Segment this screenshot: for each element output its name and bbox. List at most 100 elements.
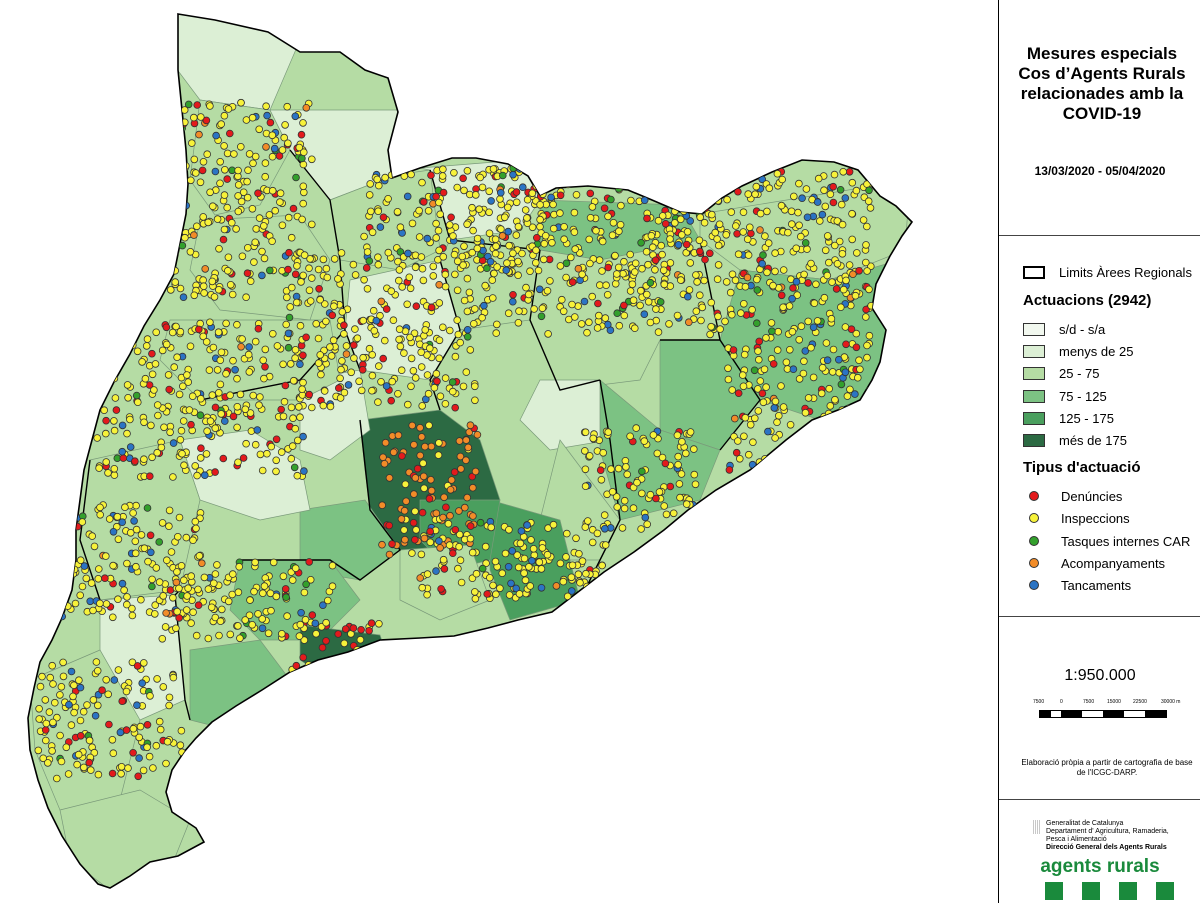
- action-point: [824, 258, 833, 267]
- action-point: [379, 354, 388, 363]
- action-point: [586, 259, 594, 268]
- action-point: [503, 203, 512, 212]
- action-point: [478, 183, 487, 192]
- action-point: [836, 303, 845, 312]
- action-point: [715, 220, 724, 229]
- action-point: [543, 550, 552, 559]
- action-point: [63, 541, 71, 550]
- action-point: [601, 541, 610, 549]
- scale-label: 0: [1060, 699, 1063, 705]
- action-point: [686, 259, 695, 267]
- action-point: [441, 282, 450, 291]
- action-point: [407, 354, 416, 363]
- action-point: [427, 442, 436, 451]
- action-point: [485, 208, 493, 217]
- action-point: [296, 321, 305, 330]
- action-point: [804, 394, 813, 402]
- action-point: [389, 316, 398, 325]
- action-point: [70, 708, 78, 717]
- action-point: [666, 183, 675, 192]
- action-point: [714, 241, 723, 250]
- action-point: [175, 390, 184, 399]
- action-point: [593, 529, 602, 538]
- action-point: [512, 188, 521, 196]
- action-point: [223, 175, 232, 183]
- action-point: [94, 574, 103, 583]
- action-point: [593, 324, 602, 332]
- action-point: [486, 257, 495, 266]
- action-point: [657, 188, 666, 196]
- action-point: [620, 257, 628, 266]
- action-point: [570, 208, 579, 217]
- action-point: [45, 708, 54, 716]
- action-point: [789, 365, 798, 374]
- action-point: [123, 559, 131, 568]
- action-point: [198, 166, 207, 175]
- action-point: [855, 266, 863, 275]
- action-point: [63, 518, 71, 526]
- action-point: [182, 162, 190, 170]
- action-point: [368, 228, 377, 237]
- type-dot: [1029, 558, 1039, 568]
- action-point: [855, 356, 863, 365]
- action-point: [105, 368, 114, 377]
- action-point: [492, 320, 501, 329]
- class-swatch: [1023, 411, 1045, 425]
- action-point: [653, 449, 662, 458]
- action-point: [786, 420, 795, 429]
- action-point: [552, 582, 561, 590]
- action-point: [286, 360, 295, 368]
- action-point: [171, 266, 180, 275]
- action-point: [537, 565, 546, 573]
- action-point: [197, 394, 205, 403]
- action-point: [206, 318, 214, 327]
- action-point: [588, 292, 596, 301]
- action-point: [147, 548, 155, 557]
- action-point: [96, 510, 104, 519]
- action-point: [676, 215, 685, 224]
- action-point: [125, 341, 133, 349]
- action-point: [521, 206, 530, 214]
- action-point: [132, 391, 141, 400]
- action-point: [314, 359, 323, 367]
- action-point: [865, 410, 873, 418]
- action-point: [648, 243, 657, 252]
- action-point: [234, 166, 242, 175]
- action-point: [157, 443, 166, 452]
- action-point: [102, 552, 110, 560]
- action-point: [468, 248, 477, 257]
- action-point: [289, 204, 298, 213]
- action-point: [268, 329, 277, 338]
- action-point: [95, 464, 103, 472]
- action-point: [503, 259, 511, 267]
- org-line: Generalitat de Catalunya: [1046, 820, 1124, 827]
- action-point: [832, 419, 840, 427]
- action-point: [675, 480, 684, 488]
- action-point: [462, 368, 471, 376]
- scale-bar: [1039, 710, 1167, 718]
- action-point: [514, 318, 523, 327]
- action-point: [856, 427, 865, 436]
- action-point: [463, 220, 471, 229]
- action-point: [778, 175, 786, 184]
- action-point: [270, 144, 279, 153]
- action-point: [773, 169, 782, 178]
- action-point: [594, 311, 603, 320]
- action-point: [647, 232, 656, 240]
- action-point: [211, 424, 220, 433]
- legend-class: s/d - s/a: [1023, 320, 1105, 338]
- action-point: [505, 591, 514, 599]
- action-point: [638, 467, 646, 476]
- action-point: [384, 248, 393, 257]
- action-point: [646, 318, 655, 327]
- action-point: [217, 410, 226, 418]
- action-point: [623, 470, 631, 479]
- action-point: [226, 391, 234, 400]
- action-point: [129, 724, 138, 733]
- action-point: [173, 607, 182, 616]
- action-point: [430, 383, 439, 392]
- action-point: [126, 415, 134, 424]
- action-point: [359, 316, 368, 325]
- action-point: [590, 167, 599, 176]
- action-point: [851, 291, 860, 300]
